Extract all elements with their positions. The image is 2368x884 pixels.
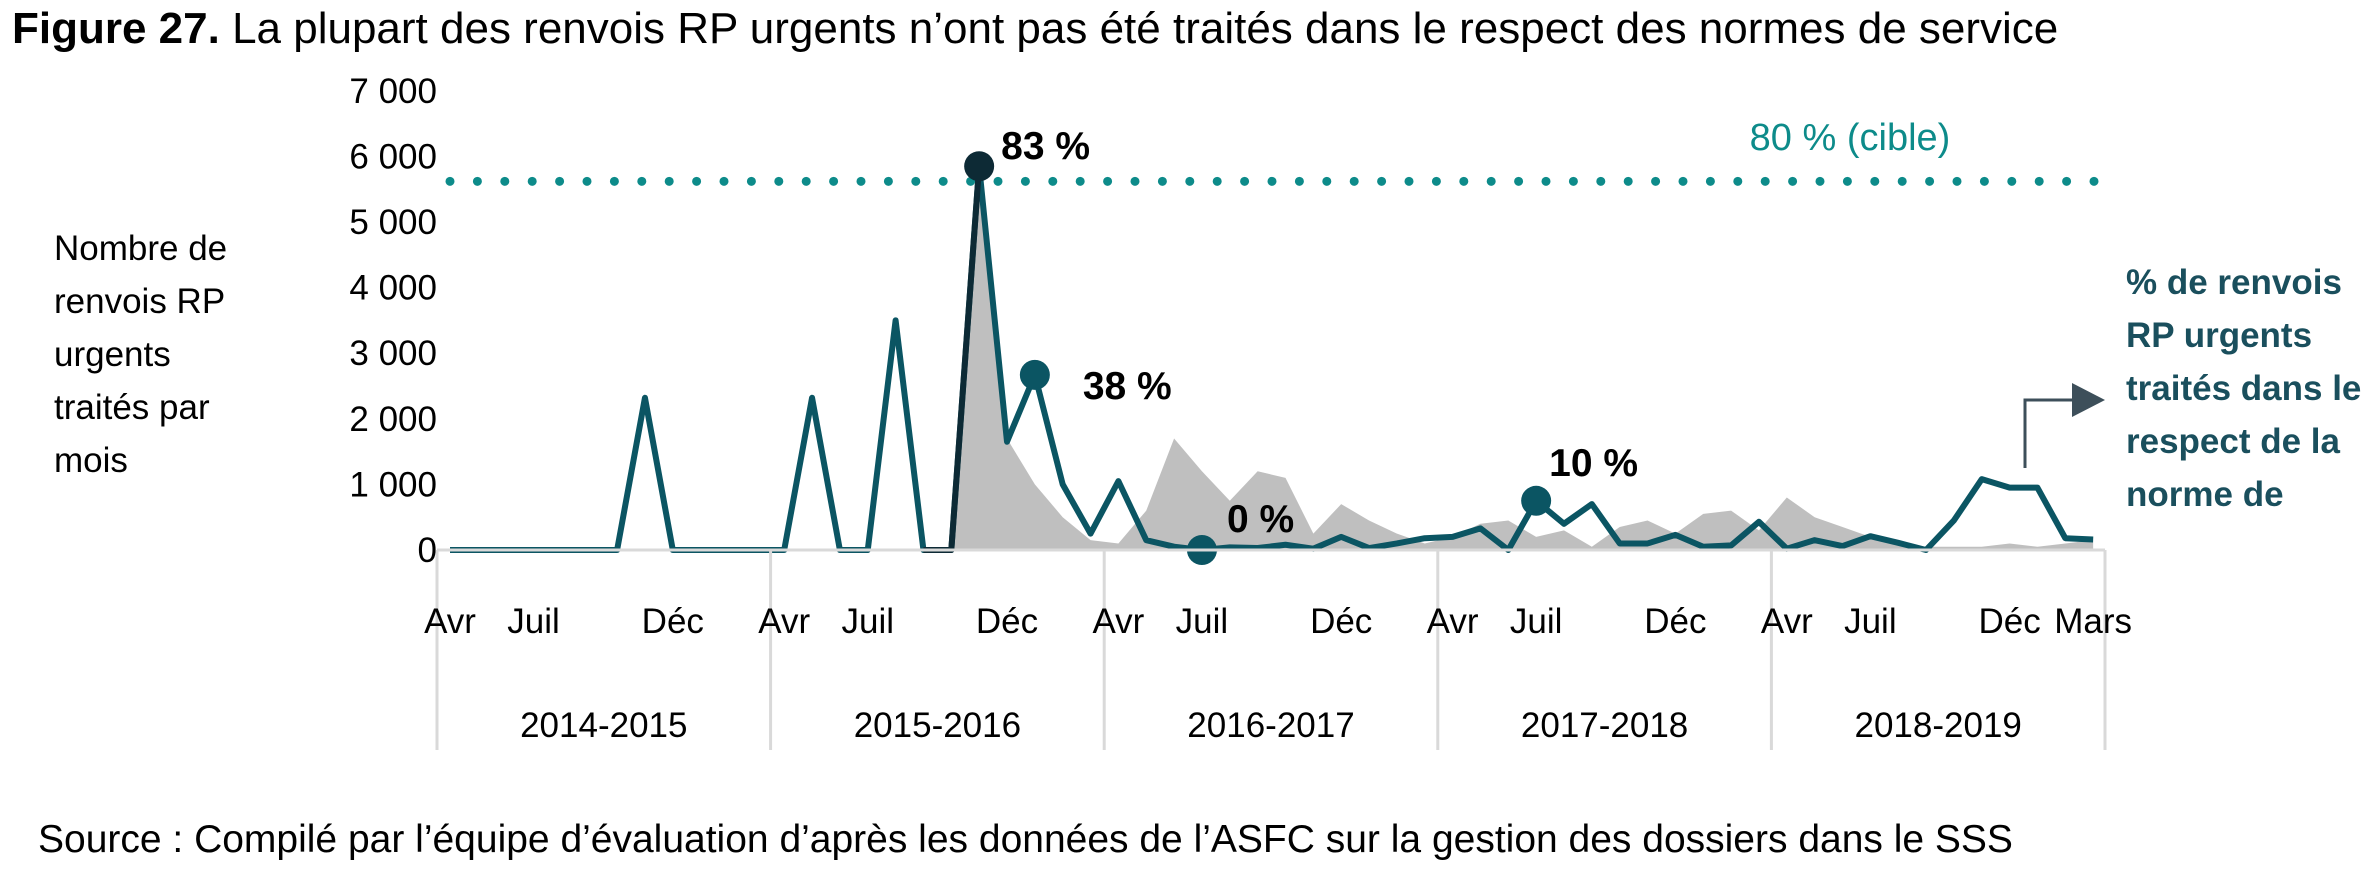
y-tick-label: 3 000 bbox=[349, 334, 437, 373]
data-label: 0 % bbox=[1227, 498, 1294, 541]
target-line-label: 80 % (cible) bbox=[1750, 117, 1951, 159]
y-tick-label: 1 000 bbox=[349, 465, 437, 504]
data-label: 38 % bbox=[1083, 365, 1172, 408]
fiscal-year-label: 2015-2016 bbox=[854, 706, 1021, 745]
fiscal-year-label: 2014-2015 bbox=[520, 706, 687, 745]
x-tick-label: Avr bbox=[424, 602, 476, 641]
x-tick-label: Mars bbox=[2054, 602, 2132, 641]
legend-arrow-head bbox=[2072, 383, 2105, 417]
fiscal-year-label: 2017-2018 bbox=[1521, 706, 1688, 745]
x-tick-label: Déc bbox=[976, 602, 1038, 641]
y-tick-label: 5 000 bbox=[349, 203, 437, 242]
fiscal-year-label: 2016-2017 bbox=[1187, 706, 1354, 745]
x-tick-label: Avr bbox=[1427, 602, 1479, 641]
data-marker bbox=[964, 151, 995, 182]
chart-title: Figure 27. La plupart des renvois RP urg… bbox=[12, 4, 2058, 54]
x-tick-label: Déc bbox=[1310, 602, 1372, 641]
legend-label: % de renvois RP urgents traités dans le … bbox=[2126, 263, 2362, 514]
chart-plot: 80 % (cible) 83 % 38 % 0 % 10 % 0 1 000 2 000… bbox=[349, 72, 2132, 750]
y-tick-label: 2 000 bbox=[349, 400, 437, 439]
x-tick-label: Avr bbox=[758, 602, 810, 641]
data-marker bbox=[1019, 359, 1050, 390]
x-tick-label: Juil bbox=[841, 602, 894, 641]
figure-title: La plupart des renvois RP urgents n’ont … bbox=[232, 4, 2059, 53]
x-tick-label: Juil bbox=[1510, 602, 1563, 641]
data-label: 10 % bbox=[1549, 442, 1638, 485]
legend-arrow-line bbox=[2023, 398, 2072, 468]
x-tick-label: Juil bbox=[1844, 602, 1897, 641]
fiscal-year-label: 2018-2019 bbox=[1855, 706, 2022, 745]
y-tick-label: 4 000 bbox=[349, 269, 437, 308]
figure-number: Figure 27. bbox=[12, 4, 220, 53]
x-tick-label: Juil bbox=[1176, 602, 1229, 641]
y-tick-label: 0 bbox=[418, 531, 437, 570]
y-tick-label: 6 000 bbox=[349, 137, 437, 176]
data-label: 83 % bbox=[1001, 125, 1090, 168]
x-tick-label: Déc bbox=[1644, 602, 1706, 641]
x-tick-label: Déc bbox=[642, 602, 704, 641]
x-tick-label: Déc bbox=[1978, 602, 2040, 641]
y-axis-label: Nombre de renvois RP urgents traités par… bbox=[54, 229, 228, 480]
x-tick-label: Juil bbox=[507, 602, 560, 641]
x-tick-label: Avr bbox=[1092, 602, 1144, 641]
area-series bbox=[450, 169, 2094, 550]
x-tick-label: Avr bbox=[1761, 602, 1813, 641]
data-marker bbox=[1521, 485, 1552, 516]
y-tick-label: 7 000 bbox=[349, 72, 437, 111]
source-note: Source : Compilé par l’équipe d’évaluati… bbox=[38, 818, 2013, 861]
